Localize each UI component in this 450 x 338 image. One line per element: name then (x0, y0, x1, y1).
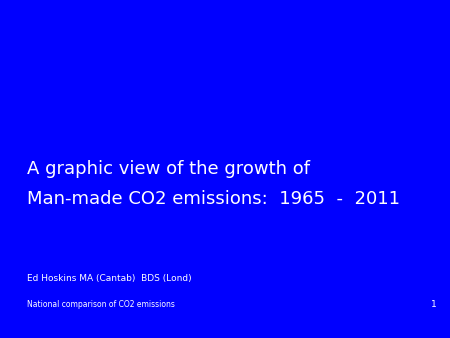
Text: A graphic view of the growth of: A graphic view of the growth of (27, 160, 310, 178)
Text: 1: 1 (431, 300, 436, 309)
Text: National comparison of CO2 emissions: National comparison of CO2 emissions (27, 300, 175, 309)
Text: Man-made CO2 emissions:  1965  -  2011: Man-made CO2 emissions: 1965 - 2011 (27, 190, 400, 209)
Text: Ed Hoskins MA (Cantab)  BDS (Lond): Ed Hoskins MA (Cantab) BDS (Lond) (27, 274, 192, 283)
